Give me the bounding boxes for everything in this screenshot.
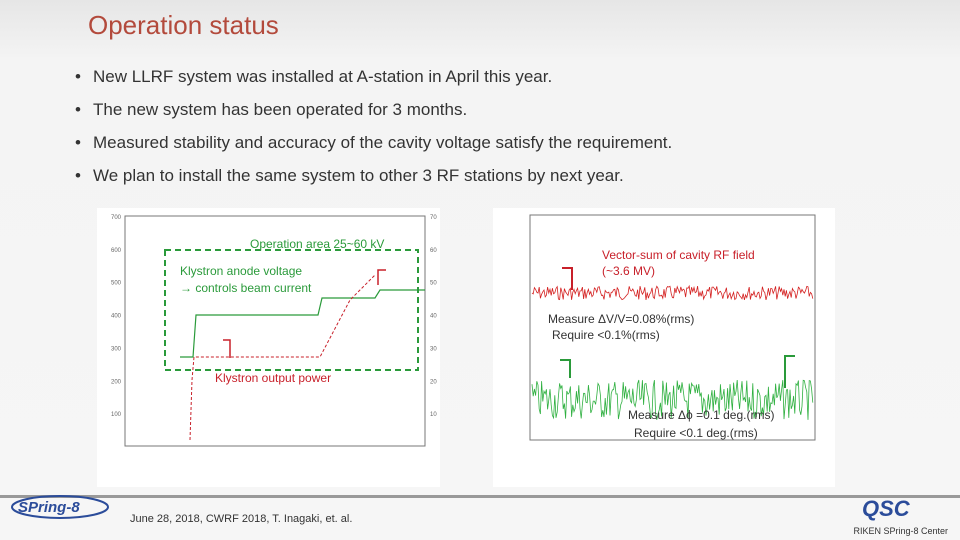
annotation: Operation area 25~60 kV bbox=[250, 237, 384, 251]
output-trace bbox=[189, 274, 376, 441]
citation: June 28, 2018, CWRF 2018, T. Inagaki, et… bbox=[130, 513, 352, 525]
y-tick-label: 200 bbox=[111, 379, 122, 385]
annotation: Klystron output power bbox=[215, 371, 331, 385]
arrow bbox=[562, 267, 573, 290]
arrow bbox=[377, 269, 386, 285]
bullet: • The new system has been operated for 3 … bbox=[75, 100, 468, 119]
slide-title: Operation status bbox=[88, 10, 279, 40]
bullet-text: New LLRF system was installed at A-stati… bbox=[93, 67, 553, 86]
arrow bbox=[223, 339, 231, 358]
y2-tick-label: 40 bbox=[430, 314, 437, 320]
annotation: Klystron anode voltage bbox=[180, 264, 302, 278]
y2-tick-label: 50 bbox=[430, 281, 437, 287]
left-figure bbox=[97, 208, 440, 487]
footer-rule bbox=[0, 495, 960, 498]
annotation: Measure Δϕ =0.1 deg.(rms) bbox=[628, 408, 774, 422]
y2-tick-label: 30 bbox=[430, 346, 437, 352]
logo: SPring-8 bbox=[18, 499, 80, 516]
arrow bbox=[560, 359, 571, 378]
bullet: • New LLRF system was installed at A-stat… bbox=[75, 67, 553, 86]
y-tick-label: 400 bbox=[111, 314, 122, 320]
bullet-text: Measured stability and accuracy of the c… bbox=[93, 133, 673, 152]
arrow bbox=[784, 355, 795, 388]
bullet: • We plan to install the same system to o… bbox=[75, 166, 624, 185]
annotation: (~3.6 MV) bbox=[602, 264, 655, 278]
y2-tick-label: 70 bbox=[430, 215, 437, 221]
annotation: Require <0.1%(rms) bbox=[552, 328, 660, 342]
left-axes bbox=[124, 215, 426, 447]
y-tick-label: 600 bbox=[111, 248, 122, 254]
logo-ring bbox=[11, 495, 109, 519]
bullet-text: The new system has been operated for 3 m… bbox=[93, 100, 468, 119]
bullet-text: We plan to install the same system to ot… bbox=[93, 166, 624, 185]
right-axes bbox=[529, 214, 816, 441]
y-tick-label: 300 bbox=[111, 346, 122, 352]
anode-trace bbox=[180, 289, 425, 358]
y2-tick-label: 20 bbox=[430, 379, 437, 385]
operation-box bbox=[164, 249, 419, 371]
annotation: Require <0.1 deg.(rms) bbox=[634, 426, 758, 440]
bullet: • Measured stability and accuracy of the … bbox=[75, 133, 673, 152]
annotation: Measure ΔV/V=0.08%(rms) bbox=[548, 312, 694, 326]
annotation: Vector-sum of cavity RF field bbox=[602, 248, 755, 262]
y-tick-label: 700 bbox=[111, 215, 122, 221]
affiliation: RIKEN SPring-8 Center bbox=[853, 526, 948, 536]
y-tick-label: 100 bbox=[111, 412, 122, 418]
y-tick-label: 500 bbox=[111, 281, 122, 287]
y2-tick-label: 60 bbox=[430, 248, 437, 254]
qsc-logo: QSC bbox=[862, 496, 911, 521]
noise-trace bbox=[531, 284, 814, 301]
annotation: → controls beam current bbox=[180, 281, 312, 295]
y2-tick-label: 10 bbox=[430, 412, 437, 418]
noise-trace bbox=[531, 379, 814, 420]
